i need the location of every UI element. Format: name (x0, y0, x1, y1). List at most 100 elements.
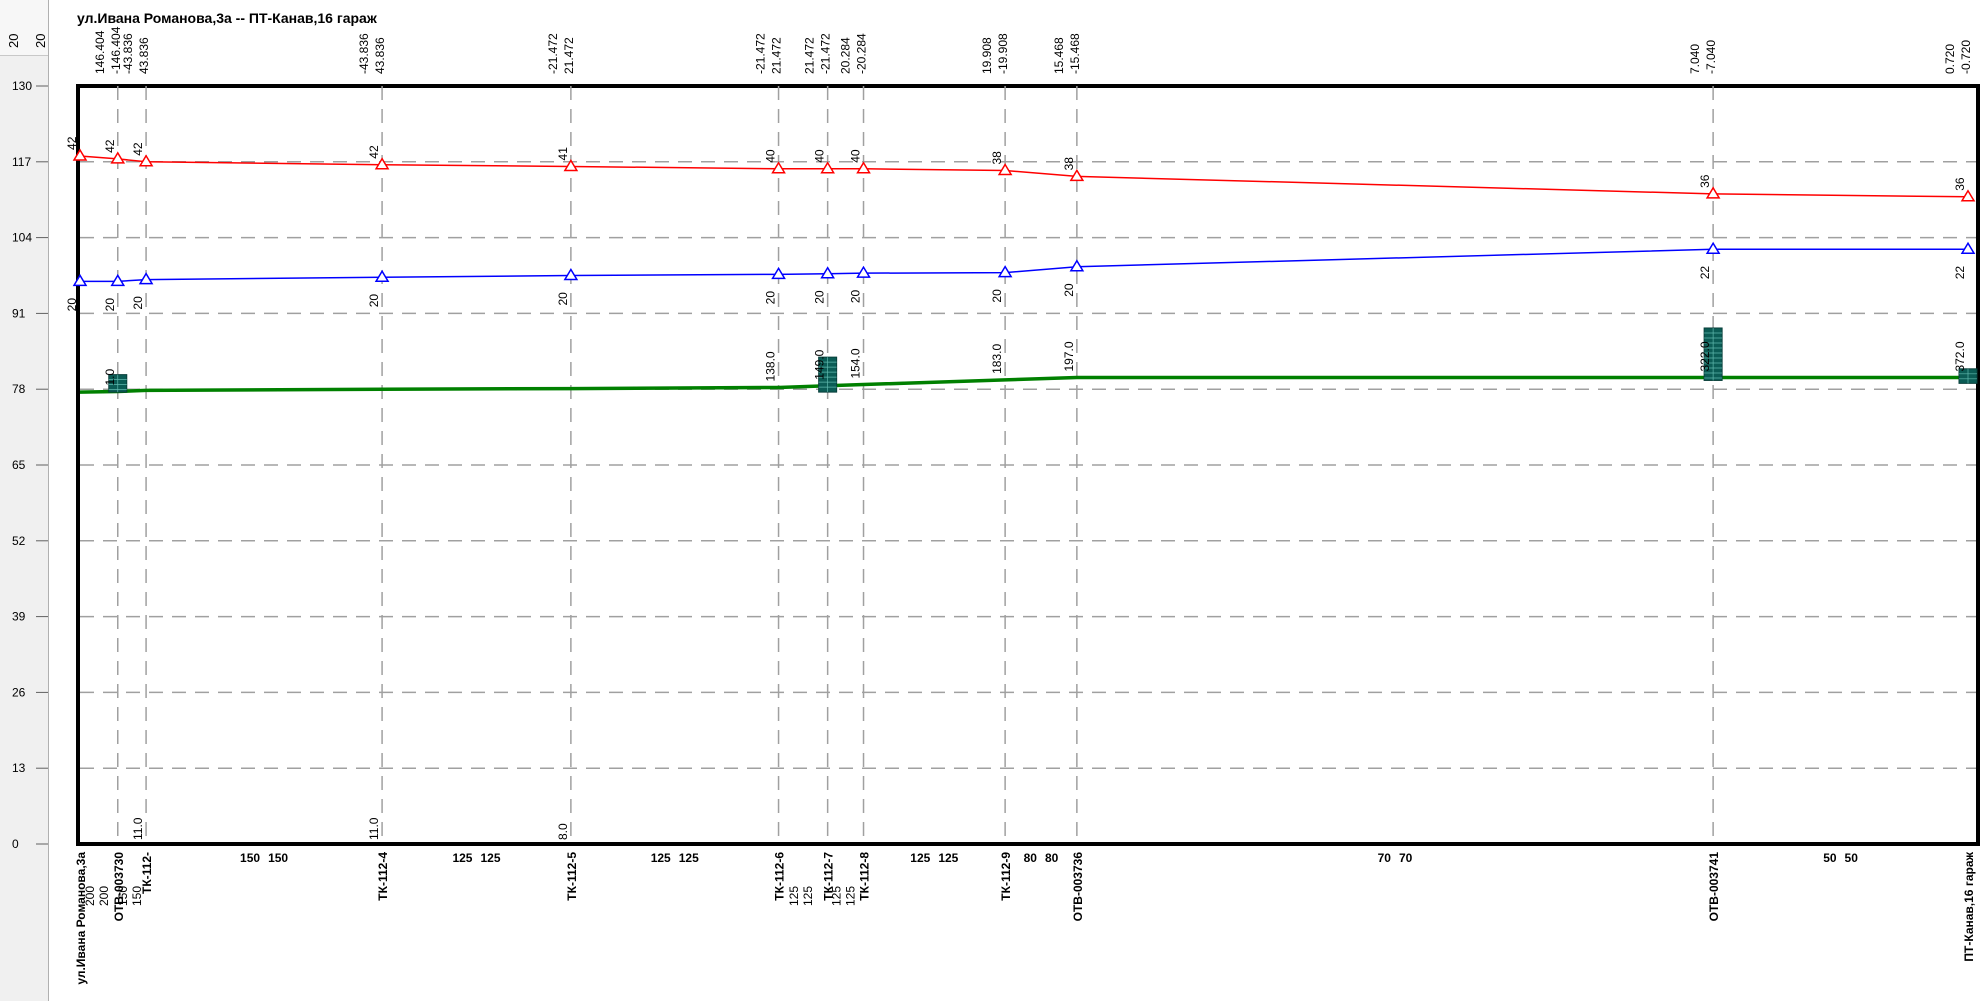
supply-value-label: 38 (990, 151, 1004, 165)
top-value-label: 21.472 (562, 37, 576, 74)
left-ruler (0, 0, 49, 1001)
bottom-value-label: 8.0 (556, 823, 570, 840)
ground-value-label: 1.0 (103, 369, 117, 386)
node-name-label: ТК-112-6 (773, 852, 787, 901)
y-tick-label: 0 (12, 837, 19, 851)
ground-value-label: 183.0 (990, 344, 1004, 374)
top-value-label: 146.404 (93, 30, 107, 74)
segment-length-label: 50 (1823, 851, 1837, 865)
y-tick-label: 26 (12, 685, 26, 699)
segment-length-label: 125 (801, 886, 815, 906)
segment-length-label: 150 (268, 851, 288, 865)
segment-length-label: 125 (910, 851, 930, 865)
return-marker (138, 272, 154, 285)
supply-value-label: 36 (1953, 177, 1967, 191)
return-marker (1960, 241, 1976, 255)
node-name-label: ТК-112-5 (565, 852, 579, 901)
return-value-label: 20 (813, 290, 827, 304)
segment-length-label: 150 (130, 886, 144, 906)
return-marker (110, 273, 126, 287)
bottom-value-label: 11.0 (367, 817, 381, 840)
top-value-label: -15.468 (1068, 33, 1082, 74)
ground-value-label: 138.0 (764, 351, 778, 381)
ground-value-label: 197.0 (1062, 341, 1076, 371)
segment-length-label: 125 (844, 886, 858, 906)
y-tick-label: 13 (12, 761, 26, 775)
return-value-label: 20 (1062, 283, 1076, 297)
bottom-labels: ул.Ивана Романова,3а ОТВ-003730 ТК-112- ТК-… (74, 851, 1976, 985)
supply-value-label: 42 (65, 136, 79, 150)
return-value-label: 22 (1698, 266, 1712, 280)
segment-length-label: 80 (1024, 851, 1038, 865)
plot-frame (76, 84, 1980, 846)
top-value-label: 43.836 (137, 37, 151, 74)
y-tick-label: 65 (12, 458, 26, 472)
y-tick-label: 130 (12, 79, 32, 93)
node-name-label: ТК-112-4 (376, 852, 390, 901)
top-value-label: 20.284 (839, 37, 853, 74)
segment-length-label: 125 (938, 851, 958, 865)
segment-length-label: 125 (480, 851, 500, 865)
return-value-label: 20 (65, 298, 79, 312)
supply-marker (1960, 189, 1976, 202)
return-marker (563, 268, 579, 281)
ruler-corner (0, 0, 48, 56)
y-axis: 0 13 26 39 52 65 78 91 104 117 130 (12, 79, 48, 851)
top-value-label: 0.720 (1943, 44, 1957, 74)
supply-value-label: 42 (131, 142, 145, 156)
top-value-label: -21.472 (819, 33, 833, 74)
top-value-label: 15.468 (1052, 37, 1066, 74)
node-lines (117, 86, 1714, 844)
supply-value-label: 40 (764, 149, 778, 163)
top-value-label: 43.836 (373, 37, 387, 74)
y-tick-label: 104 (12, 231, 32, 245)
top-value-label: -7.040 (1704, 40, 1718, 74)
supply-marker (374, 157, 390, 170)
segment-length-label: 200 (97, 886, 111, 906)
ground-value-label: 149.0 (813, 349, 827, 379)
node-markers (72, 148, 1978, 393)
segment-length-label: 125 (679, 851, 699, 865)
supply-value-label: 36 (1698, 174, 1712, 188)
top-value-label: 21.472 (803, 37, 817, 74)
return-value-label: 22 (1953, 266, 1967, 280)
supply-marker (997, 163, 1013, 176)
return-line (80, 248, 1968, 283)
supply-marker (563, 159, 579, 172)
node-name-label: ТК-112-9 (999, 852, 1013, 901)
node-name-label: ТК-112-8 (858, 852, 872, 901)
return-value-label: 20 (367, 294, 381, 308)
ground-value-label: 154.0 (849, 348, 863, 378)
top-value-label: 19.908 (980, 37, 994, 74)
segment-length-label: 125 (452, 851, 472, 865)
return-value-label: 20 (764, 291, 778, 305)
top-value-label: 7.040 (1688, 44, 1702, 74)
top-value-label: -19.908 (996, 33, 1010, 74)
supply-value-label: 42 (367, 145, 381, 159)
ruler-top-label: 20 (6, 34, 21, 48)
return-value-label: 20 (556, 292, 570, 306)
segment-length-label: 150 (116, 886, 130, 906)
supply-value-label: 38 (1062, 157, 1076, 171)
return-marker (820, 266, 835, 279)
y-tick-label: 39 (12, 610, 26, 624)
grid-lines (80, 161, 1976, 769)
node-name-label: ТК-112- (140, 852, 154, 894)
supply-marker (1705, 186, 1721, 199)
y-tick-label: 52 (12, 534, 26, 548)
return-marker (997, 265, 1013, 278)
y-tick-label: 91 (12, 306, 26, 320)
return-value-label: 20 (103, 298, 117, 312)
bottom-value-label: 11.0 (131, 817, 145, 840)
segment-length-label: 125 (830, 886, 844, 906)
return-marker (1705, 241, 1721, 255)
supply-marker (820, 161, 835, 174)
supply-marker (856, 161, 871, 174)
y-tick-label: 78 (12, 382, 26, 396)
top-value-label: -43.836 (121, 33, 135, 74)
top-value-label: -21.472 (546, 33, 560, 74)
top-value-label: -0.720 (1959, 40, 1973, 74)
supply-value-label: 42 (103, 139, 117, 153)
